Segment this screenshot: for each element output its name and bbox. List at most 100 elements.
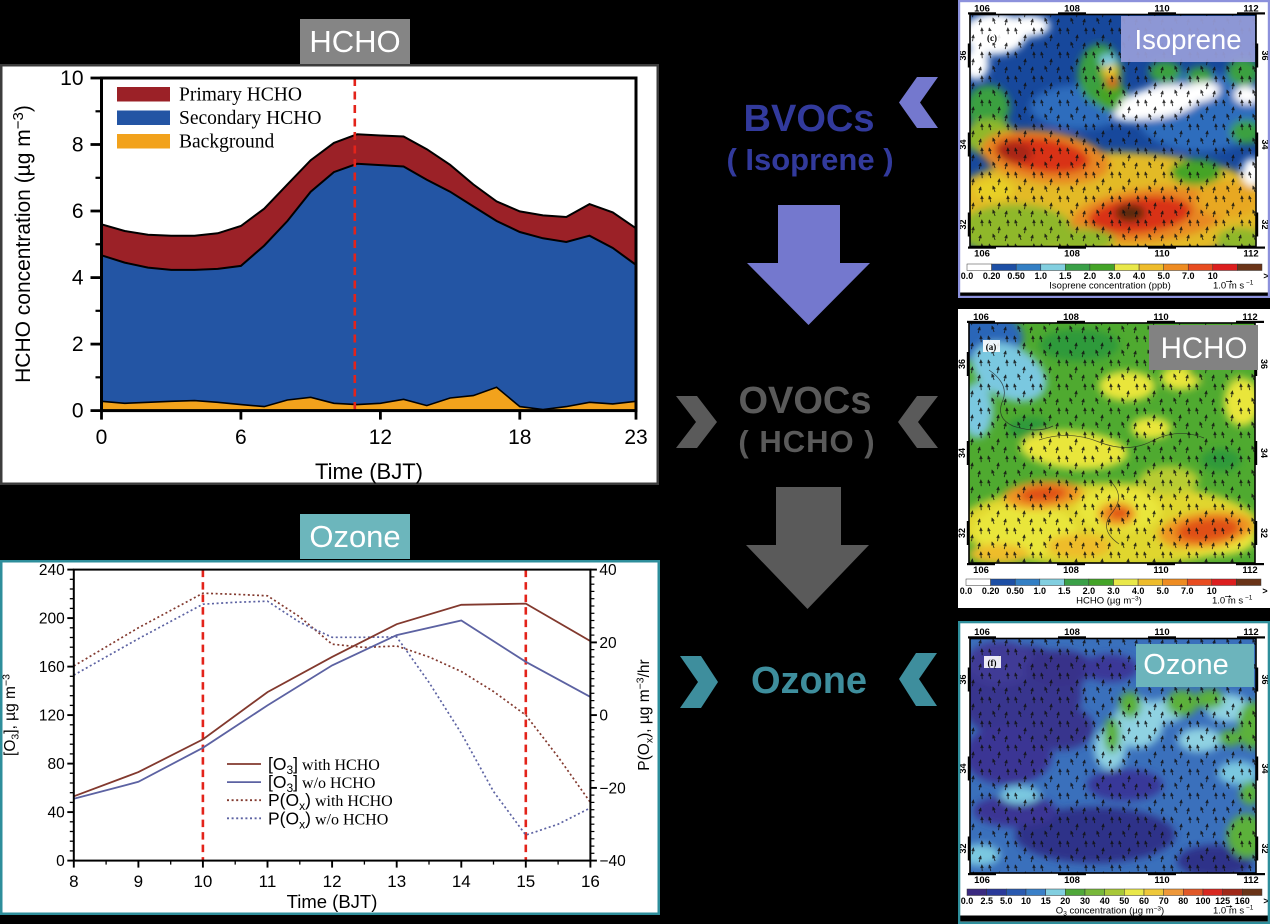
svg-text:1.0 m s: 1.0 m s (1213, 906, 1244, 917)
svg-text:8: 8 (72, 134, 84, 157)
svg-text:106: 106 (973, 565, 989, 576)
svg-text:12: 12 (323, 872, 342, 891)
svg-text:4.0: 4.0 (1132, 586, 1145, 596)
svg-text:(f): (f) (988, 658, 997, 668)
svg-text:40: 40 (599, 562, 617, 579)
svg-text:36: 36 (1259, 359, 1269, 369)
svg-text:1.5: 1.5 (1059, 271, 1072, 281)
svg-text:2: 2 (72, 333, 84, 356)
svg-text:0: 0 (72, 400, 84, 423)
svg-text:32: 32 (958, 219, 968, 229)
svg-text:160: 160 (1235, 896, 1250, 906)
svg-text:HCHO: HCHO (1161, 332, 1248, 365)
svg-text:6: 6 (72, 200, 84, 223)
svg-text:125: 125 (1215, 896, 1230, 906)
svg-text:32: 32 (1260, 219, 1270, 229)
svg-text:0.50: 0.50 (1007, 271, 1025, 281)
svg-text:36: 36 (958, 50, 968, 60)
svg-text:1.0 m s: 1.0 m s (1212, 596, 1243, 607)
svg-text:HCHO concentration (µg m−3): HCHO concentration (µg m−3) (10, 105, 35, 383)
svg-text:0.20: 0.20 (982, 586, 1000, 596)
svg-text:106: 106 (973, 312, 989, 323)
svg-text:112: 112 (1243, 627, 1258, 638)
svg-text:10: 10 (1208, 271, 1218, 281)
svg-text:11: 11 (259, 872, 277, 891)
svg-text:36: 36 (1260, 50, 1270, 60)
svg-text:112: 112 (1242, 312, 1257, 323)
svg-text:0.20: 0.20 (983, 271, 1001, 281)
svg-text:( HCHO ): ( HCHO ) (738, 424, 875, 459)
svg-text:10: 10 (60, 67, 83, 90)
svg-text:34: 34 (1259, 448, 1269, 458)
svg-text:60: 60 (1139, 896, 1149, 906)
svg-text:15: 15 (1041, 896, 1051, 906)
svg-text:110: 110 (1154, 249, 1169, 260)
svg-text:32: 32 (958, 843, 968, 853)
svg-text:16: 16 (581, 872, 600, 891)
svg-text:Ozone: Ozone (751, 660, 867, 702)
svg-text:34: 34 (1260, 139, 1270, 149)
svg-text:20: 20 (599, 635, 617, 652)
svg-text:1.0 m s: 1.0 m s (1213, 281, 1244, 292)
svg-text:15: 15 (516, 872, 535, 891)
svg-text:1.0: 1.0 (1034, 586, 1047, 596)
svg-text:Primary HCHO: Primary HCHO (179, 85, 302, 106)
svg-text:2.0: 2.0 (1084, 271, 1097, 281)
svg-text:1.0: 1.0 (1035, 271, 1048, 281)
svg-text:3.0: 3.0 (1107, 586, 1120, 596)
svg-text:HCHO (µg m−3): HCHO (µg m−3) (1076, 596, 1142, 607)
svg-text:10: 10 (1207, 586, 1217, 596)
svg-text:112: 112 (1242, 565, 1257, 576)
svg-text:−40: −40 (599, 853, 626, 870)
svg-text:108: 108 (1064, 4, 1080, 15)
svg-text:9: 9 (134, 872, 143, 891)
svg-text:20: 20 (1060, 896, 1070, 906)
svg-text:10: 10 (193, 872, 212, 891)
svg-text:0: 0 (56, 853, 65, 870)
svg-text:5.0: 5.0 (1157, 271, 1170, 281)
svg-text:110: 110 (1153, 312, 1168, 323)
svg-text:80: 80 (48, 756, 66, 773)
svg-text:3.0: 3.0 (1108, 271, 1121, 281)
svg-text:Secondary HCHO: Secondary HCHO (179, 108, 321, 129)
svg-text:112: 112 (1243, 249, 1258, 260)
svg-text:Isoprene concentration (ppb): Isoprene concentration (ppb) (1049, 281, 1170, 292)
svg-text:13: 13 (387, 872, 406, 891)
svg-text:P(Ox) w/o HCHO: P(Ox) w/o HCHO (268, 808, 388, 831)
svg-text:0.0: 0.0 (961, 896, 974, 906)
svg-text:7.0: 7.0 (1182, 271, 1195, 281)
svg-text:40: 40 (1100, 896, 1110, 906)
svg-text:0: 0 (96, 426, 108, 449)
svg-text:36: 36 (958, 674, 968, 684)
svg-text:7.0: 7.0 (1181, 586, 1194, 596)
svg-text:34: 34 (958, 139, 968, 149)
svg-text:10: 10 (1021, 896, 1031, 906)
svg-text:[O3] with HCHO: [O3] with HCHO (268, 754, 380, 777)
svg-text:106: 106 (974, 875, 990, 886)
svg-text:108: 108 (1064, 627, 1080, 638)
svg-text:Isoprene: Isoprene (1134, 24, 1241, 55)
svg-text:0.0: 0.0 (961, 271, 974, 281)
svg-text:100: 100 (1195, 896, 1210, 906)
svg-text:80: 80 (1178, 896, 1188, 906)
svg-text:2.0: 2.0 (1083, 586, 1096, 596)
svg-text:110: 110 (1154, 4, 1169, 15)
svg-text:108: 108 (1064, 875, 1080, 886)
svg-text:4.0: 4.0 (1133, 271, 1146, 281)
svg-text:P(Ox), µg m−3/hr: P(Ox), µg m−3/hr (635, 659, 656, 770)
svg-text:−1: −1 (1246, 280, 1254, 287)
svg-text:8: 8 (69, 872, 78, 891)
svg-text:>: > (1263, 271, 1268, 281)
svg-text:120: 120 (39, 708, 65, 725)
svg-text:OVOCs: OVOCs (738, 380, 871, 422)
svg-text:110: 110 (1153, 565, 1168, 576)
svg-text:O3 concentration (µg m−3): O3 concentration (µg m−3) (1056, 906, 1164, 918)
svg-text:−1: −1 (1246, 905, 1254, 912)
svg-text:110: 110 (1154, 627, 1169, 638)
svg-text:0.50: 0.50 (1006, 586, 1024, 596)
svg-text:0.0: 0.0 (960, 586, 973, 596)
svg-text:(c): (c) (987, 33, 997, 43)
svg-text:160: 160 (39, 659, 65, 676)
svg-text:108: 108 (1064, 249, 1080, 260)
svg-text:106: 106 (974, 627, 990, 638)
